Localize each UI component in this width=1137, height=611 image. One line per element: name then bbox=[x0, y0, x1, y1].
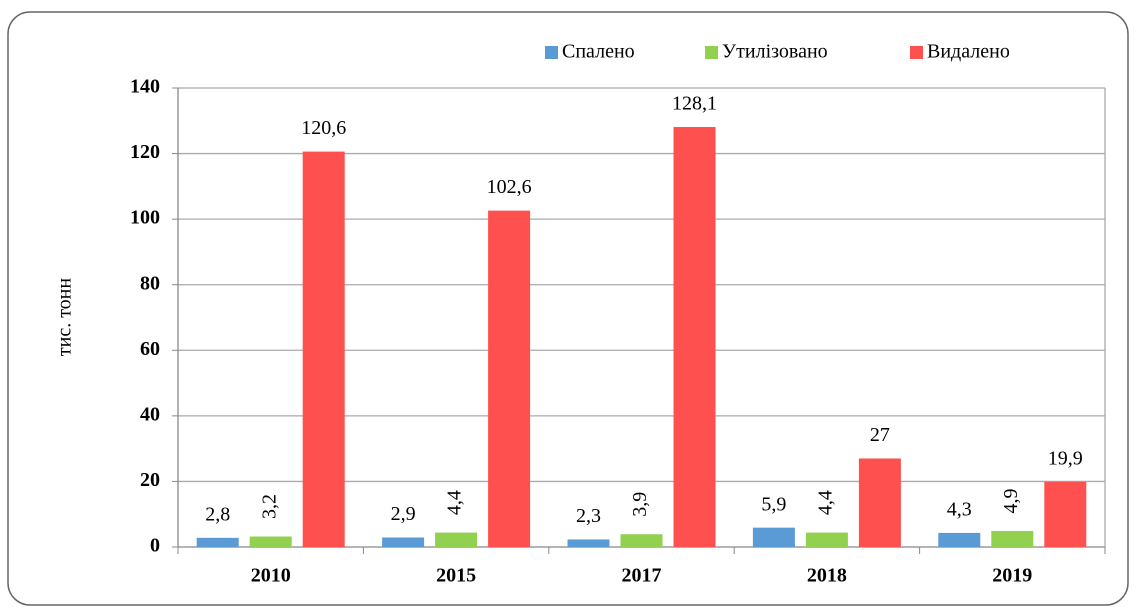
legend-swatch bbox=[545, 46, 558, 59]
legend-label: Утилізовано bbox=[722, 41, 828, 63]
bar bbox=[805, 532, 848, 547]
data-label: 3,9 bbox=[629, 492, 651, 517]
bar bbox=[752, 527, 795, 547]
x-tick-label: 2019 bbox=[992, 565, 1032, 587]
data-label: 19,9 bbox=[1048, 447, 1083, 469]
bar bbox=[938, 532, 981, 547]
bar bbox=[435, 532, 478, 547]
data-label: 120,6 bbox=[301, 117, 346, 139]
legend-label: Видалено bbox=[927, 41, 1010, 63]
data-label: 4,9 bbox=[1000, 488, 1022, 513]
data-label: 2,9 bbox=[391, 503, 416, 525]
data-label: 3,2 bbox=[258, 494, 280, 519]
data-label: 4,4 bbox=[814, 490, 836, 515]
bar bbox=[858, 458, 901, 547]
bar bbox=[567, 539, 610, 547]
legend-label: Спалено bbox=[562, 41, 635, 63]
bar bbox=[620, 534, 663, 547]
legend-swatch bbox=[705, 46, 718, 59]
data-label: 128,1 bbox=[672, 93, 717, 115]
data-label: 4,4 bbox=[444, 490, 466, 515]
y-tick-label: 140 bbox=[130, 76, 160, 98]
x-tick-label: 2017 bbox=[622, 565, 662, 587]
x-tick-label: 2015 bbox=[436, 565, 476, 587]
bar bbox=[991, 530, 1034, 547]
data-label: 2,8 bbox=[205, 503, 230, 525]
x-tick-label: 2018 bbox=[807, 565, 847, 587]
data-label: 5,9 bbox=[761, 493, 786, 515]
data-label: 2,3 bbox=[576, 505, 601, 527]
data-label: 27 bbox=[870, 424, 890, 446]
y-tick-label: 0 bbox=[150, 535, 160, 557]
x-tick-label: 2010 bbox=[251, 565, 291, 587]
y-tick-label: 20 bbox=[140, 469, 160, 491]
y-tick-label: 40 bbox=[140, 403, 160, 425]
bar bbox=[488, 210, 531, 547]
y-tick-label: 100 bbox=[130, 207, 160, 229]
y-tick-label: 80 bbox=[140, 272, 160, 294]
bar bbox=[196, 537, 239, 547]
data-label: 102,6 bbox=[487, 176, 532, 198]
data-label: 4,3 bbox=[947, 498, 972, 520]
chart-frame bbox=[7, 11, 1129, 606]
bar bbox=[382, 537, 425, 547]
bar bbox=[1044, 481, 1087, 547]
bar bbox=[249, 536, 292, 547]
y-axis-label: тис. тонн bbox=[54, 278, 76, 357]
bar bbox=[673, 127, 716, 547]
y-tick-label: 60 bbox=[140, 338, 160, 360]
bar bbox=[302, 151, 345, 547]
y-tick-label: 120 bbox=[130, 141, 160, 163]
legend-swatch bbox=[910, 46, 923, 59]
